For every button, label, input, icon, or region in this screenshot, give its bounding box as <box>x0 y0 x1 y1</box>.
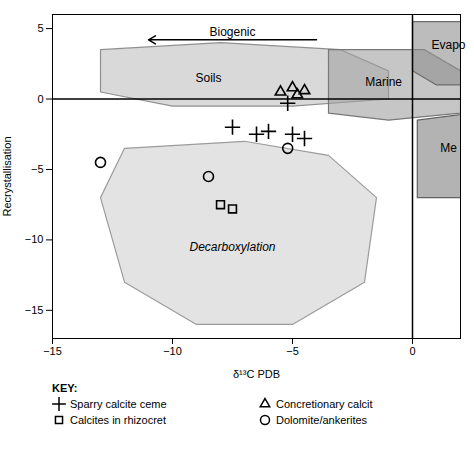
svg-text:5: 5 <box>37 22 43 34</box>
svg-text:−5: −5 <box>286 345 299 357</box>
svg-text:0: 0 <box>37 93 43 105</box>
html-text:KEY:: KEY: <box>52 382 78 394</box>
html-text:Dolomite/ankerites: Dolomite/ankerites <box>276 414 368 426</box>
html-text:Sparry calcite ceme: Sparry calcite ceme <box>70 398 167 410</box>
svg-text:Biogenic: Biogenic <box>209 25 255 39</box>
svg-text:−10: −10 <box>163 345 182 357</box>
svg-text:−10: −10 <box>25 233 44 245</box>
html-text:Calcites in rhizocret: Calcites in rhizocret <box>70 414 166 426</box>
svg-text:Evapo: Evapo <box>431 38 465 52</box>
svg-text:Recrystallisation: Recrystallisation <box>1 136 13 216</box>
svg-text:Decarboxylation: Decarboxylation <box>189 240 275 254</box>
svg-text:−5: −5 <box>31 163 44 175</box>
svg-text:0: 0 <box>409 345 415 357</box>
svg-text:−15: −15 <box>25 304 44 316</box>
svg-text:Marine: Marine <box>365 75 402 89</box>
svg-text:δ¹³C PDB: δ¹³C PDB <box>233 368 280 380</box>
html-text:Concretionary calcit: Concretionary calcit <box>276 398 373 410</box>
svg-text:Me: Me <box>440 141 457 155</box>
svg-text:−15: −15 <box>43 345 62 357</box>
svg-text:Soils: Soils <box>195 71 221 85</box>
